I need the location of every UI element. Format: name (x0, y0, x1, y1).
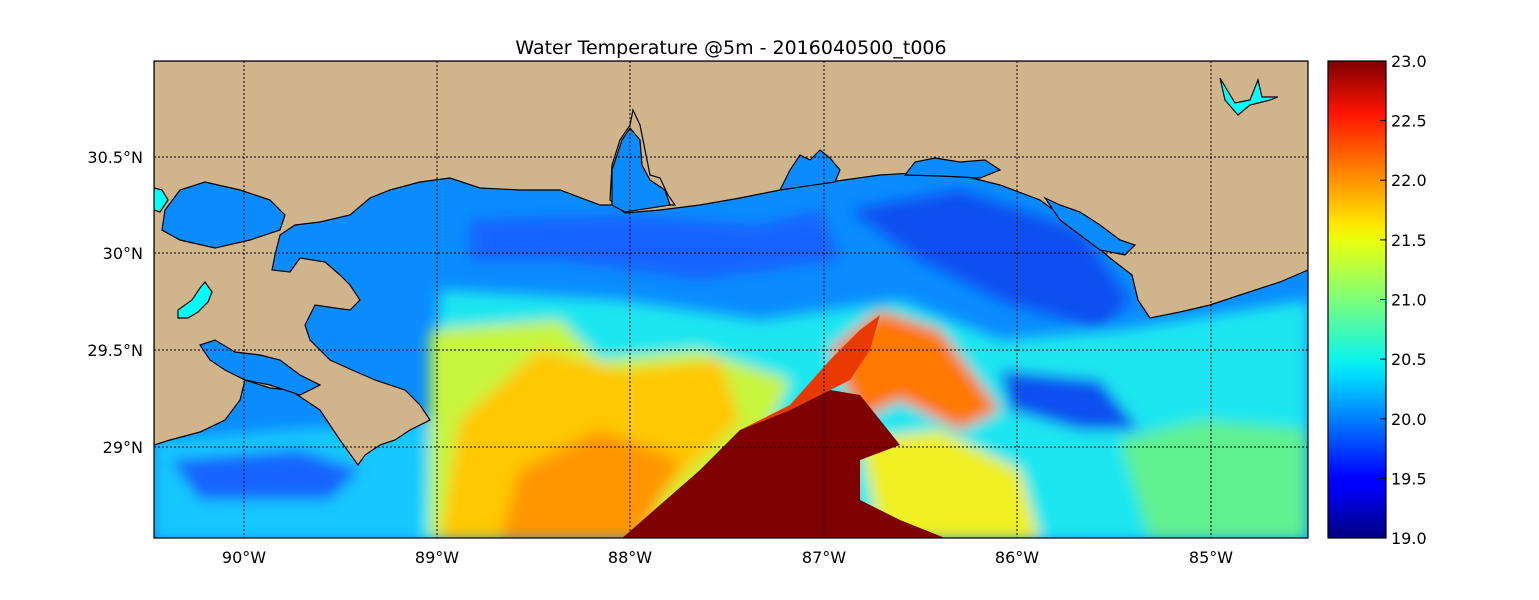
lake-pontchartrain (161, 181, 286, 249)
colorbar-ticks (1380, 60, 1386, 539)
pensacola-bay (778, 149, 841, 191)
gridlines (154, 61, 1308, 538)
colorbar-tick-label: 21.5 (1391, 231, 1427, 250)
lake-maurepas (154, 187, 169, 213)
lon-tick-label: 86°W (995, 548, 1039, 567)
map-frame (153, 60, 1309, 539)
lon-tick-label: 88°W (608, 548, 652, 567)
colorbar-tick-label: 23.0 (1391, 52, 1427, 71)
colorbar-tick-label: 19.5 (1391, 469, 1427, 488)
mobile-bay (611, 126, 671, 213)
colorbar-tick-label: 20.0 (1391, 410, 1427, 429)
lake-seminole (1219, 77, 1279, 116)
st-andrew-bay (1043, 196, 1137, 256)
colorbar: 23.0 22.5 22.0 21.5 21.0 20.5 20.0 19.5 … (1327, 52, 1427, 548)
colorbar-tick-label: 20.5 (1391, 350, 1427, 369)
choctawhatchee-bay (903, 157, 1002, 179)
lon-tick-label: 89°W (415, 548, 459, 567)
lat-tick-label: 29.5°N (87, 341, 143, 360)
colorbar-tick-label: 22.5 (1391, 112, 1427, 131)
map-panel (154, 61, 1308, 538)
colorbar-tick-label: 21.0 (1391, 291, 1427, 310)
warm-current-core (622, 390, 945, 538)
coastal-lagoon-west (199, 339, 322, 396)
lon-tick-label: 85°W (1189, 548, 1233, 567)
colorbar-tick-label: 22.0 (1391, 171, 1427, 190)
lat-tick-label: 30°N (103, 244, 143, 263)
lon-tick-label: 87°W (802, 548, 846, 567)
lat-tick-label: 30.5°N (87, 148, 143, 167)
colorbar-tick-label: 19.0 (1391, 529, 1427, 548)
lat-tick-label: 29°N (103, 438, 143, 457)
warm-current-edge (740, 315, 880, 430)
colorbar-tick-labels: 23.0 22.5 22.0 21.5 21.0 20.5 20.0 19.5 … (1391, 52, 1427, 548)
map-title: Water Temperature @5m - 2016040500_t006 (515, 37, 946, 59)
lon-tick-labels: 90°W 89°W 88°W 87°W 86°W 85°W (222, 548, 1233, 567)
lon-tick-label: 90°W (222, 548, 266, 567)
land-mass (154, 61, 1308, 467)
colorbar-gradient (1327, 60, 1387, 539)
temperature-field (154, 190, 1308, 538)
lat-tick-labels: 29°N 29.5°N 30°N 30.5°N (87, 148, 143, 457)
lake-salvador (177, 281, 213, 319)
